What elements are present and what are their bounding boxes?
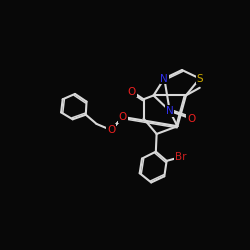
Text: O: O <box>107 125 115 135</box>
Text: Br: Br <box>175 152 186 162</box>
Text: S: S <box>196 74 203 84</box>
Text: N: N <box>160 74 168 84</box>
Text: N: N <box>166 106 173 116</box>
Text: O: O <box>118 112 127 122</box>
Text: O: O <box>128 86 136 97</box>
Text: O: O <box>187 114 196 124</box>
